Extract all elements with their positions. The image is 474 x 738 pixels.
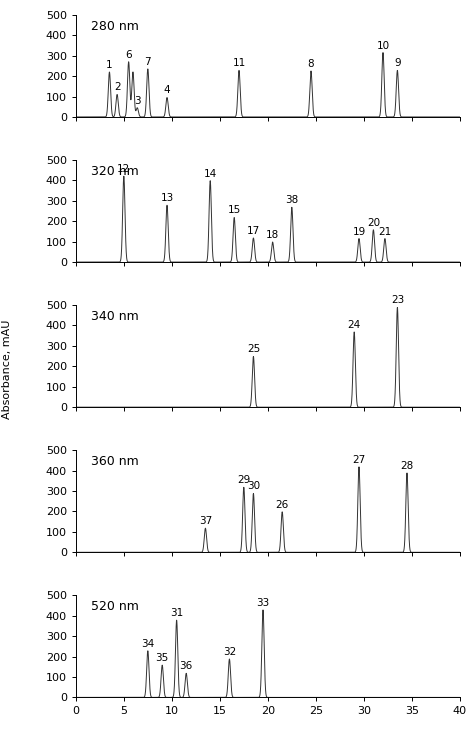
Text: 280 nm: 280 nm [91, 20, 139, 33]
Text: 9: 9 [394, 58, 401, 69]
Text: 2: 2 [114, 83, 120, 92]
Text: 1: 1 [106, 60, 113, 70]
Text: 11: 11 [232, 58, 246, 69]
Text: 30: 30 [247, 481, 260, 492]
Text: 23: 23 [391, 295, 404, 306]
Text: 21: 21 [378, 227, 392, 236]
Text: 8: 8 [308, 59, 314, 69]
Text: 10: 10 [376, 41, 390, 50]
Text: 28: 28 [401, 461, 414, 471]
Text: 18: 18 [266, 230, 279, 240]
Text: 24: 24 [347, 320, 361, 330]
Text: 4: 4 [164, 86, 170, 95]
Text: 360 nm: 360 nm [91, 455, 139, 468]
Text: Absorbance, mAU: Absorbance, mAU [2, 320, 12, 418]
Text: 320 nm: 320 nm [91, 165, 139, 178]
Text: 38: 38 [285, 196, 299, 205]
Text: 26: 26 [275, 500, 289, 510]
Text: 340 nm: 340 nm [91, 310, 139, 323]
Text: 520 nm: 520 nm [91, 600, 139, 613]
Text: 32: 32 [223, 647, 236, 657]
Text: 35: 35 [155, 653, 169, 663]
Text: 33: 33 [256, 598, 270, 608]
Text: 19: 19 [352, 227, 365, 236]
Text: 15: 15 [228, 205, 241, 215]
Text: 36: 36 [180, 661, 193, 672]
Text: 20: 20 [367, 218, 380, 228]
Text: 29: 29 [237, 475, 250, 486]
Text: 3: 3 [134, 96, 141, 106]
Text: 6: 6 [125, 49, 132, 60]
Text: 31: 31 [170, 608, 183, 618]
Text: 14: 14 [204, 169, 217, 179]
Text: 34: 34 [141, 639, 155, 649]
Text: 13: 13 [160, 193, 173, 203]
Text: 25: 25 [247, 345, 260, 354]
Text: 17: 17 [247, 226, 260, 236]
Text: 12: 12 [117, 164, 130, 174]
Text: 7: 7 [145, 57, 151, 67]
Text: 37: 37 [199, 516, 212, 526]
Text: 27: 27 [352, 455, 365, 465]
